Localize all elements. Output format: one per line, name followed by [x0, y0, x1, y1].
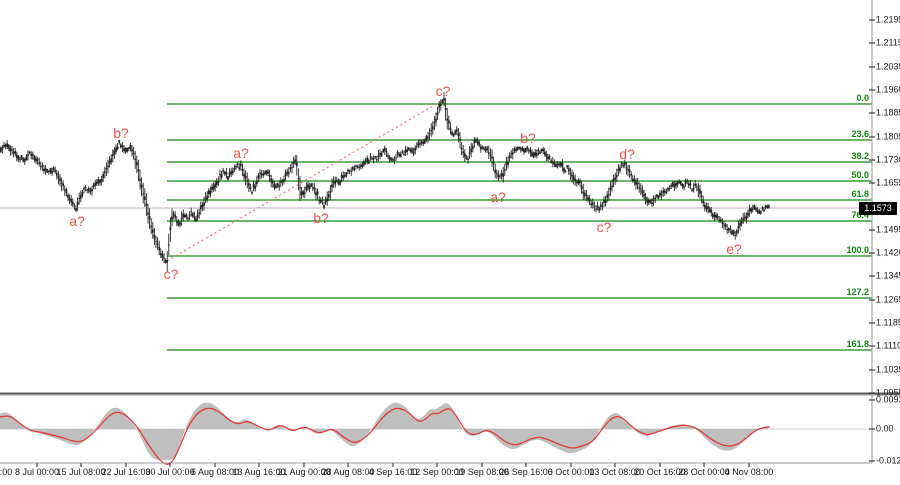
time-axis-label: 8 Jul 00:00: [14, 467, 60, 477]
fib-level-label: 61.8: [851, 189, 869, 199]
time-axis-label: 28 Oct 00:00: [678, 467, 730, 477]
price-axis-label: 1.1495: [876, 224, 900, 235]
wave-label-a: a?: [233, 145, 249, 161]
time-axis-label: 30 Jul 00:00: [145, 467, 195, 477]
indicator-axis-label: 0.00: [876, 423, 894, 434]
time-axis-label: 28 Aug 08:00: [321, 467, 375, 477]
price-axis-label: 1.1420: [876, 247, 900, 258]
wave-label-c: c?: [163, 266, 179, 282]
candles-layer: [0, 91, 770, 272]
axes-frame: [0, 0, 900, 467]
time-axis-label: 13 Aug 16:00: [232, 467, 286, 477]
time-axis-label: 26 Sep 16:00: [499, 467, 553, 477]
indicator-axis-label: -0.01236: [876, 455, 900, 466]
fib-level-label: 100.0: [846, 245, 869, 255]
time-axis-label: 6 Oct 00:00: [547, 467, 595, 477]
oscillator-layer: [0, 402, 872, 465]
price-axis-label: 1.1730: [876, 154, 900, 165]
wave-label-c: c?: [435, 83, 451, 99]
fib-level-label: 23.6: [851, 129, 869, 139]
time-axis-label: 21 Aug 00:00: [277, 467, 331, 477]
time-axis-label: 4 Sep 16:00: [368, 467, 418, 477]
time-axis-label: 4 Nov 08:00: [724, 467, 774, 477]
fib-level-label: 127.2: [846, 287, 869, 297]
price-axis-label: 1.2115: [876, 37, 900, 48]
wave-label-b: b?: [113, 125, 129, 141]
price-axis-label: 1.1655: [876, 177, 900, 188]
wave-label-e: e?: [726, 241, 742, 257]
fib-level-label: 161.8: [846, 339, 869, 349]
fib-level-label: 38.2: [851, 151, 869, 161]
price-axis-label: 1.1960: [876, 84, 900, 95]
price-axis-label: 1.1185: [876, 317, 900, 328]
time-axis-label: 22 Jul 16:00: [101, 467, 151, 477]
price-axis-label: 1.1885: [876, 107, 900, 118]
time-axis-label: 15 Jul 08:00: [56, 467, 106, 477]
time-axis-label: 6 Aug 08:00: [190, 467, 240, 477]
wave-label-c: c?: [596, 219, 612, 235]
trendline-layer[interactable]: [166, 98, 446, 262]
price-axis-label: 1.1110: [876, 340, 900, 351]
trendline[interactable]: [166, 98, 446, 262]
wave-label-a: a?: [69, 213, 85, 229]
time-axis-label: :00: [0, 467, 13, 477]
indicator-axis-label: 0.00935: [876, 394, 900, 405]
fib-level-label: 76.4: [851, 210, 869, 220]
price-axis-label: 1.1035: [876, 364, 900, 375]
price-axis-label: 1.2195: [876, 14, 900, 25]
price-axis-label: 1.0955: [876, 387, 900, 398]
time-axis-label: 19 Sep 08:00: [455, 467, 509, 477]
wave-label-b: b?: [520, 130, 536, 146]
price-axis-label: 1.1265: [876, 294, 900, 305]
time-axis-label: 20 Oct 16:00: [634, 467, 686, 477]
price-axis-label: 1.2275: [876, 0, 900, 2]
wave-label-d: d?: [619, 146, 635, 162]
price-axis-label: 1.1345: [876, 270, 900, 281]
fib-level-label: 50.0: [851, 170, 869, 180]
time-axis-label: 12 Sep 00:00: [410, 467, 464, 477]
time-axis-label: 13 Oct 08:00: [589, 467, 641, 477]
wave-label-b: b?: [313, 210, 329, 226]
price-axis-label: 1.2035: [876, 61, 900, 72]
wave-label-a: a?: [490, 189, 506, 205]
price-axis-label: 1.1805: [876, 131, 900, 142]
fib-level-label: 0.0: [856, 93, 869, 103]
current-price-box: 1.1573: [859, 201, 897, 215]
